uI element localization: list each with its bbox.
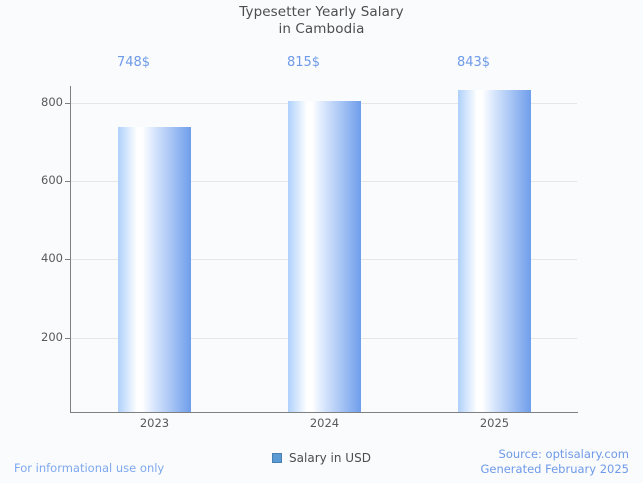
- legend-item-label: Salary in USD: [289, 451, 371, 465]
- chart-title-line-2: in Cambodia: [278, 20, 365, 37]
- disclaimer-text: For informational use only: [14, 461, 165, 475]
- bar-value-2025: 843$: [456, 55, 491, 70]
- bar-2023[interactable]: [118, 127, 191, 412]
- bar-value-2023: 748$: [116, 55, 151, 70]
- generated-text: Generated February 2025: [480, 462, 629, 476]
- y-tickmark-400: [65, 259, 71, 260]
- y-tickmark-800: [65, 103, 71, 104]
- chart-legend: Salary in USD: [0, 452, 643, 464]
- x-tick-label-2024: 2024: [309, 416, 340, 430]
- bar-2024[interactable]: [288, 101, 361, 412]
- y-tick-label-800: 800: [41, 95, 63, 109]
- source-block: Source: optisalary.com Generated Februar…: [480, 447, 629, 477]
- y-tick-label-200: 200: [41, 330, 63, 344]
- legend-swatch-icon: [272, 453, 283, 463]
- source-text: Source: optisalary.com: [498, 447, 629, 461]
- y-axis-line: [70, 86, 71, 413]
- y-tickmark-600: [65, 181, 71, 182]
- bar-2025[interactable]: [458, 90, 531, 412]
- y-tick-label-400: 400: [41, 251, 63, 265]
- y-tickmark-200: [65, 338, 71, 339]
- y-tick-label-600: 600: [41, 173, 63, 187]
- chart-title: Typesetter Yearly Salary in Cambodia: [0, 4, 643, 37]
- x-tick-label-2023: 2023: [139, 416, 170, 430]
- x-tick-label-2025: 2025: [479, 416, 510, 430]
- chart-title-line-1: Typesetter Yearly Salary: [239, 4, 404, 20]
- x-axis-line: [70, 412, 578, 413]
- plot-area: [65, 86, 577, 412]
- bar-value-2024: 815$: [286, 55, 321, 70]
- legend-item-salary-in-usd[interactable]: Salary in USD: [272, 452, 371, 464]
